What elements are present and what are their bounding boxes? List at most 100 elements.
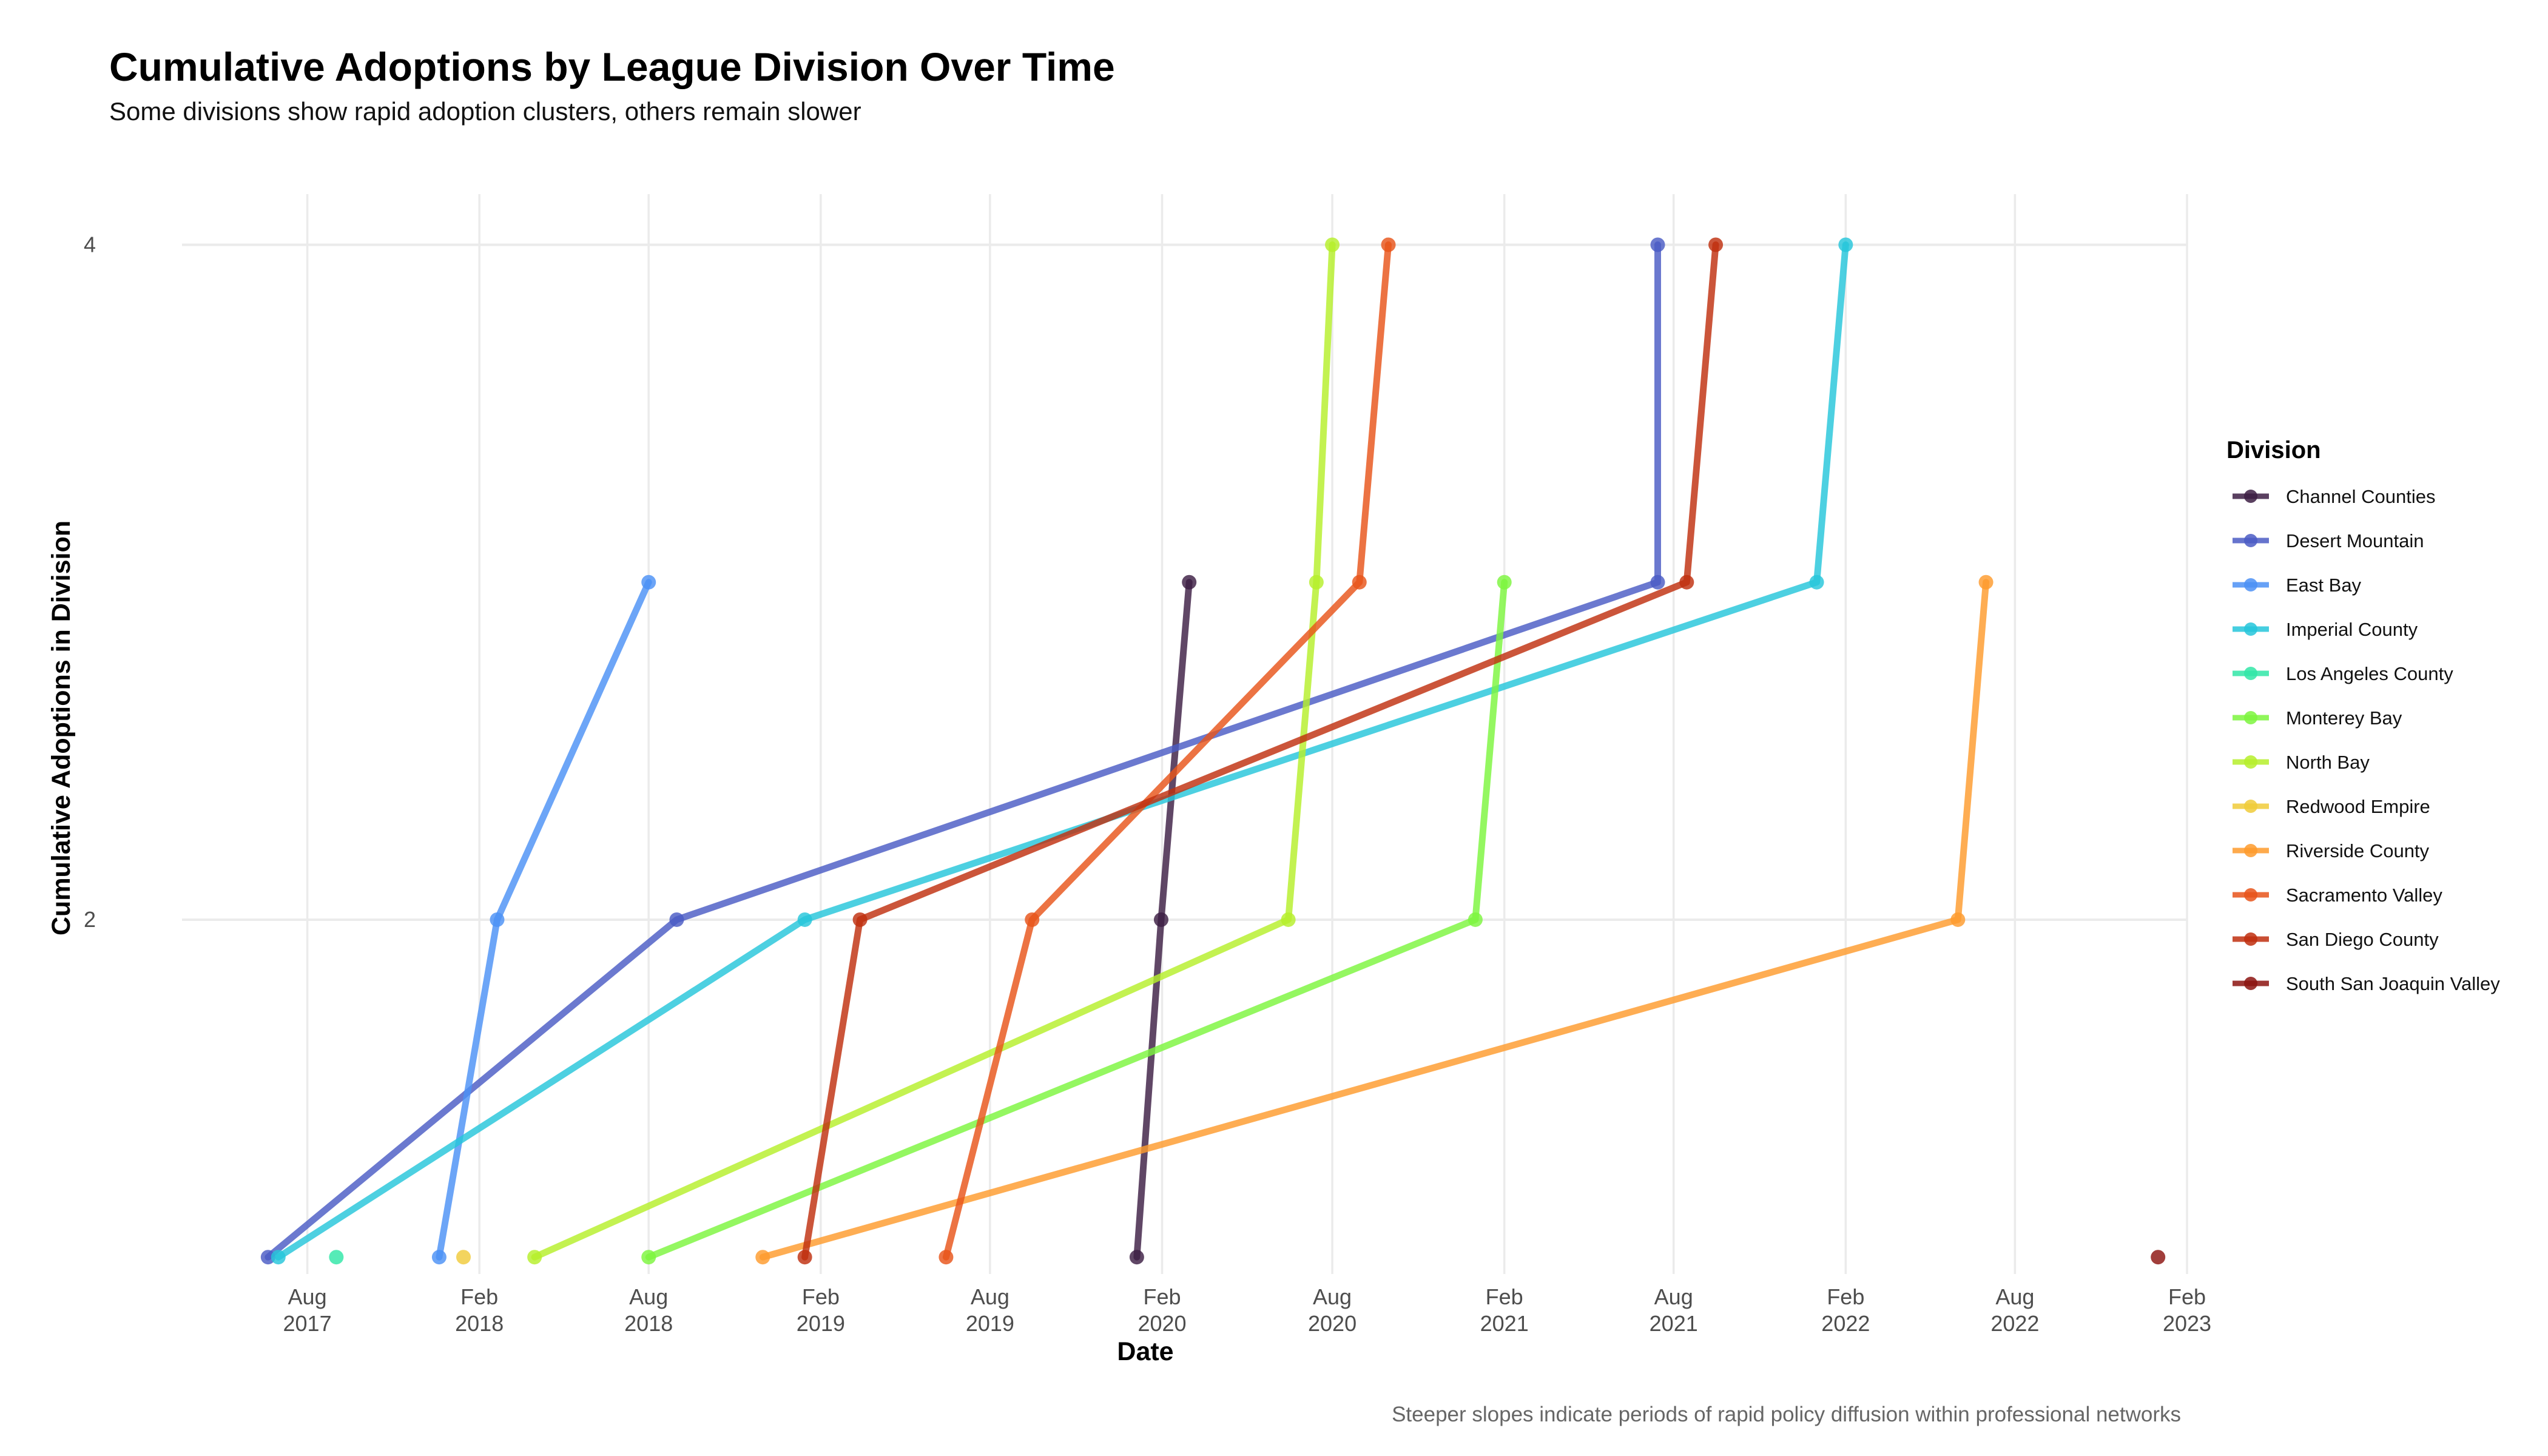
legend-marker — [2244, 844, 2257, 857]
data-point — [852, 912, 868, 927]
legend-item-los-angeles-county: Los Angeles County — [2233, 663, 2453, 684]
data-point — [1352, 575, 1367, 590]
data-point — [527, 1250, 542, 1265]
series-desert-mountain — [260, 237, 1665, 1265]
data-point — [1950, 912, 1966, 927]
x-tick-label: Feb 2018 — [455, 1284, 504, 1336]
series-imperial-county — [271, 237, 1853, 1265]
legend-label: San Diego County — [2286, 929, 2439, 950]
legend-item-channel-counties: Channel Counties — [2233, 486, 2435, 507]
series-line-san-diego-county — [801, 241, 1719, 1261]
x-tick-label: Aug 2021 — [1650, 1284, 1698, 1336]
series-north-bay — [527, 237, 1340, 1265]
legend-marker — [2244, 711, 2257, 724]
data-point — [490, 912, 505, 927]
data-point — [1838, 237, 1853, 252]
series-redwood-empire — [456, 1250, 471, 1265]
y-axis-ticks: 24 — [84, 232, 96, 932]
legend-item-desert-mountain: Desert Mountain — [2233, 530, 2424, 551]
data-point — [1650, 237, 1665, 252]
legend-label: South San Joaquin Valley — [2286, 973, 2500, 994]
legend-marker — [2244, 932, 2257, 946]
x-tick-label: Feb 2021 — [1480, 1284, 1529, 1336]
legend-marker — [2244, 755, 2257, 769]
data-point — [669, 912, 684, 927]
data-point — [1025, 912, 1040, 927]
legend-item-imperial-county: Imperial County — [2233, 619, 2418, 640]
data-point — [797, 1250, 812, 1265]
legend-item-east-bay: East Bay — [2233, 575, 2362, 596]
data-point — [797, 912, 812, 927]
legend-marker — [2244, 622, 2257, 636]
legend-marker — [2244, 534, 2257, 547]
chart-title: Cumulative Adoptions by League Division … — [109, 44, 1115, 89]
x-tick-label: Aug 2019 — [966, 1284, 1014, 1336]
grid-layer — [182, 194, 2188, 1274]
x-tick-label: Aug 2022 — [1990, 1284, 2039, 1336]
legend-item-riverside-county: Riverside County — [2233, 840, 2430, 861]
legend: Division Channel Counties Desert Mountain E… — [2226, 437, 2500, 994]
data-point — [1281, 912, 1296, 927]
legend-marker — [2244, 888, 2257, 902]
legend-item-sacramento-valley: Sacramento Valley — [2233, 885, 2442, 906]
data-point — [271, 1250, 286, 1265]
legend-item-monterey-bay: Monterey Bay — [2233, 707, 2402, 729]
series-line-sacramento-valley — [942, 241, 1392, 1261]
legend-label: North Bay — [2286, 752, 2370, 773]
legend-label: Riverside County — [2286, 840, 2430, 861]
legend-marker — [2244, 578, 2257, 592]
data-point — [1381, 237, 1396, 252]
data-point — [1978, 575, 1994, 590]
data-point — [641, 575, 656, 590]
data-point — [260, 1250, 275, 1265]
series-riverside-county — [755, 575, 1994, 1265]
legend-label: Channel Counties — [2286, 486, 2435, 507]
legend-item-north-bay: North Bay — [2233, 752, 2370, 773]
legend-label: Monterey Bay — [2286, 707, 2402, 729]
data-point — [1129, 1250, 1144, 1265]
x-tick-label: Aug 2017 — [283, 1284, 332, 1336]
chart-caption: Steeper slopes indicate periods of rapid… — [1392, 1403, 2181, 1426]
data-point — [329, 1250, 344, 1265]
data-point — [1809, 575, 1824, 590]
data-point — [1325, 237, 1340, 252]
data-point — [1182, 575, 1197, 590]
legend-marker — [2244, 977, 2257, 990]
chart-subtitle: Some divisions show rapid adoption clust… — [109, 97, 861, 126]
legend-label: Imperial County — [2286, 619, 2418, 640]
data-point — [456, 1250, 471, 1265]
series-south-san-joaquin-valley — [2151, 1250, 2166, 1265]
y-tick-label: 4 — [84, 232, 96, 257]
data-point — [1153, 912, 1168, 927]
legend-label: Sacramento Valley — [2286, 885, 2442, 906]
x-tick-label: Feb 2022 — [1821, 1284, 1870, 1336]
x-axis-title: Date — [1117, 1337, 1173, 1366]
legend-item-san-diego-county: San Diego County — [2233, 929, 2439, 950]
x-tick-label: Feb 2023 — [2163, 1284, 2211, 1336]
series-san-diego-county — [797, 237, 1724, 1265]
y-axis-title: Cumulative Adoptions in Division — [47, 521, 76, 935]
data-point — [1497, 575, 1512, 590]
legend-label: Desert Mountain — [2286, 530, 2424, 551]
legend-marker — [2244, 490, 2257, 503]
legend-label: Redwood Empire — [2286, 796, 2430, 817]
data-point — [939, 1250, 954, 1265]
series-monterey-bay — [641, 575, 1512, 1265]
data-point — [1650, 575, 1665, 590]
data-point — [755, 1250, 770, 1265]
x-tick-label: Feb 2020 — [1138, 1284, 1186, 1336]
x-tick-label: Aug 2018 — [624, 1284, 673, 1336]
data-point — [1468, 912, 1483, 927]
legend-label: Los Angeles County — [2286, 663, 2453, 684]
data-point — [1708, 237, 1724, 252]
x-tick-label: Feb 2019 — [797, 1284, 845, 1336]
series-sacramento-valley — [939, 237, 1396, 1265]
legend-item-redwood-empire: Redwood Empire — [2233, 796, 2430, 817]
series-line-imperial-county — [275, 241, 1849, 1261]
y-tick-label: 2 — [84, 907, 96, 932]
series-channel-counties — [1129, 575, 1197, 1265]
series-line-desert-mountain — [265, 241, 1661, 1261]
x-tick-label: Aug 2020 — [1308, 1284, 1357, 1336]
data-point — [1679, 575, 1694, 590]
